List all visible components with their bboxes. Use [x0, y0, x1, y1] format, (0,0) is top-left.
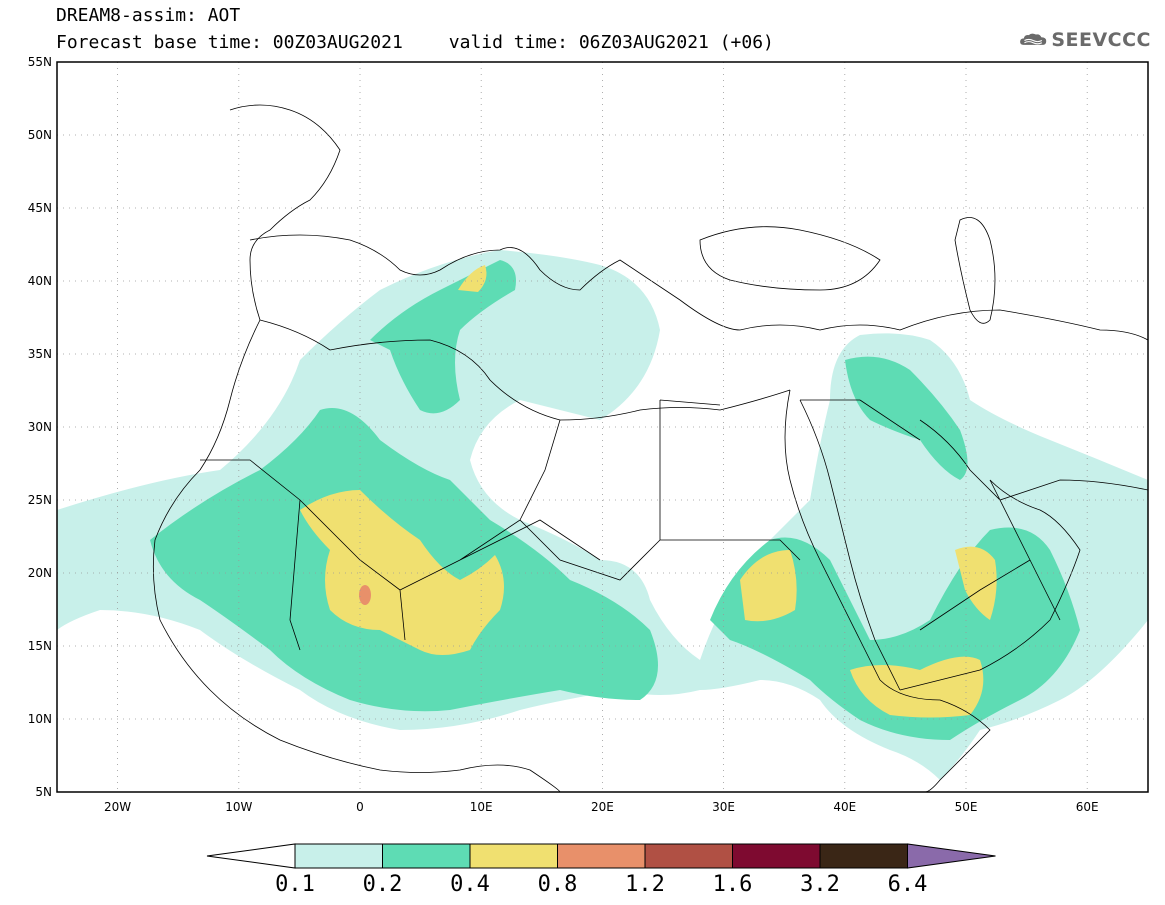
- lat-tick-label: 10N: [28, 712, 52, 726]
- lon-tick-label: 60E: [1076, 800, 1099, 814]
- red-sea-east: [799, 399, 901, 691]
- colorbar: [206, 843, 996, 869]
- chart-title: DREAM8-assim: AOT: [56, 5, 241, 26]
- colorbar-label: 0.1: [275, 872, 315, 897]
- lon-labels: 20W 10W 0 10E 20E 30E 40E 50E 60E: [104, 800, 1099, 814]
- cloud-icon: [1020, 33, 1047, 45]
- caspian-sea: [954, 217, 996, 324]
- lon-tick-label: 20W: [104, 800, 131, 814]
- lat-tick-label: 5N: [35, 785, 52, 799]
- map-frame: [56, 61, 1149, 793]
- colorbar-label: 0.4: [450, 872, 490, 897]
- horn-of-africa: [879, 679, 991, 792]
- black-sea: [699, 226, 881, 291]
- border-lines: [200, 399, 1061, 651]
- colorbar-label: 1.6: [712, 872, 753, 897]
- arabian-coast: [899, 479, 1081, 691]
- valid-time: valid time: 06Z03AUG2021 (+06): [448, 32, 774, 53]
- colorbar-label: 6.4: [887, 872, 928, 897]
- coastlines: [152, 104, 1148, 792]
- colorbar-label: 0.2: [362, 872, 403, 897]
- colorbar-swatch: [469, 843, 558, 869]
- seevccc-logo: SEEVCCC: [1019, 26, 1151, 54]
- aot-band-0.4-sardinia: [458, 265, 487, 292]
- lon-tick-label: 40E: [833, 800, 856, 814]
- lat-tick-label: 55N: [28, 55, 52, 69]
- lat-tick-label: 30N: [28, 420, 52, 434]
- lat-tick-label: 15N: [28, 639, 52, 653]
- north-africa-coast: [259, 319, 791, 421]
- lon-tick-label: 10E: [470, 800, 493, 814]
- colorbar-swatch: [644, 843, 733, 869]
- aot-band-0.8: [359, 585, 371, 605]
- lon-tick-label: 50E: [955, 800, 978, 814]
- lat-tick-label: 20N: [28, 566, 52, 580]
- aot-band-0.4-rub: [955, 546, 997, 620]
- colorbar-swatch: [557, 843, 646, 869]
- lon-tick-label: 10W: [225, 800, 252, 814]
- europe-coast: [249, 234, 1148, 341]
- lat-tick-label: 45N: [28, 201, 52, 215]
- colorbar-label: 0.8: [537, 872, 578, 897]
- aot-contours: [57, 250, 1148, 780]
- aot-band-0.4: [300, 490, 504, 655]
- lon-tick-label: 0: [356, 800, 364, 814]
- colorbar-swatch: [294, 843, 383, 869]
- colorbar-high-arrow: [907, 843, 996, 869]
- colorbar-label: 3.2: [800, 872, 840, 897]
- base-time: Forecast base time: 00Z03AUG2021: [56, 32, 403, 53]
- lat-tick-label: 50N: [28, 128, 52, 142]
- red-sea-west: [784, 389, 881, 681]
- lat-tick-label: 40N: [28, 274, 52, 288]
- aot-band-0.2-gulf: [845, 356, 968, 480]
- colorbar-swatch: [382, 843, 471, 869]
- lon-tick-label: 20E: [591, 800, 614, 814]
- europe-north-coast: [229, 104, 341, 321]
- lon-tick-label: 30E: [712, 800, 735, 814]
- aot-band-0.4-arabia: [850, 656, 984, 718]
- lat-labels: 55N 50N 45N 40N 35N 30N 25N 20N 15N 10N 5N: [28, 55, 52, 799]
- colorbar-low-arrow: [206, 843, 296, 869]
- colorbar-swatch: [819, 843, 908, 869]
- time-info: Forecast base time: 00Z03AUG2021 valid ti…: [56, 33, 774, 53]
- aot-band-0.4-sahel: [740, 550, 797, 622]
- aot-band-0.2-north: [370, 260, 516, 414]
- colorbar-swatch: [732, 843, 821, 869]
- lat-tick-label: 35N: [28, 347, 52, 361]
- lat-tick-label: 25N: [28, 493, 52, 507]
- logo-text: SEEVCCC: [1051, 29, 1151, 51]
- colorbar-label: 1.2: [625, 872, 665, 897]
- west-africa-coast: [152, 319, 561, 792]
